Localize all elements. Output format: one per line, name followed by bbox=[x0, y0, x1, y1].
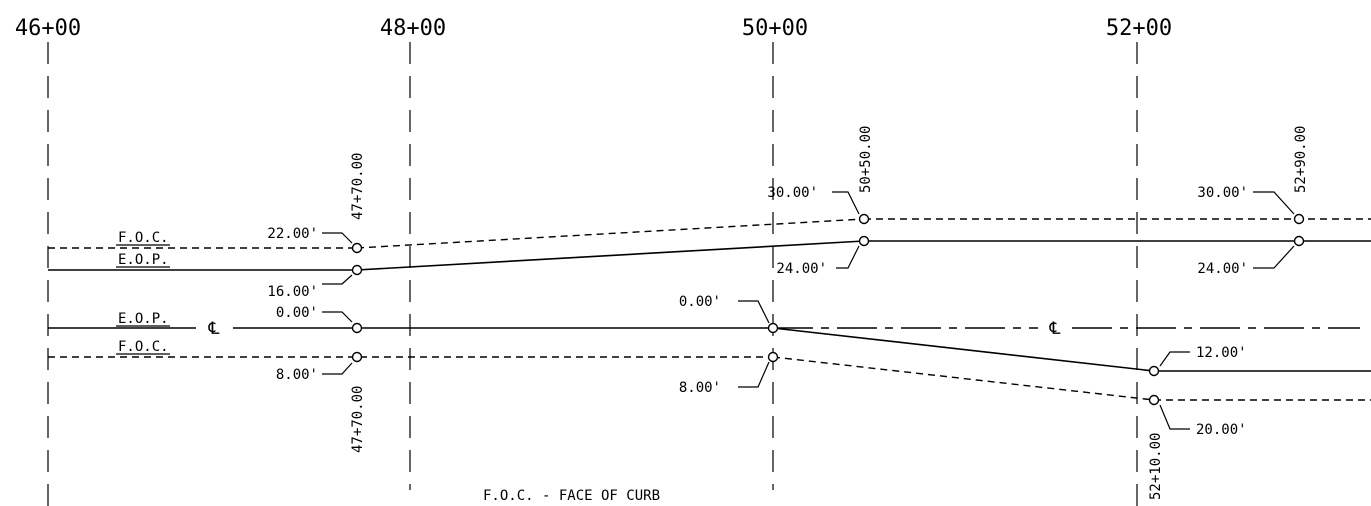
eop-top-label: E.O.P. bbox=[118, 252, 169, 268]
offset-p2-cl: 0.00' bbox=[679, 294, 721, 310]
leader-p4-foc bbox=[1159, 404, 1190, 430]
foc-top-label: F.O.C. bbox=[118, 230, 169, 246]
eop-right-taper bbox=[772, 327, 1155, 372]
leader-p1-foc-bottom bbox=[322, 362, 353, 375]
offset-p1-foc-bottom: 8.00' bbox=[276, 367, 318, 383]
eop-bottom-label: E.O.P. bbox=[118, 311, 169, 327]
point-p2-foc-bottom bbox=[767, 351, 779, 363]
station-label-48: 48+00 bbox=[380, 16, 446, 41]
offset-p1-eop: 16.00' bbox=[267, 284, 318, 300]
station-label-50: 50+00 bbox=[742, 16, 808, 41]
leader-p4-eop bbox=[1159, 351, 1190, 367]
leader-p5-foc bbox=[1253, 191, 1295, 215]
centerline-symbol-right: ℄ bbox=[1049, 319, 1061, 339]
eop-left-taper bbox=[356, 240, 865, 271]
leader-p3-foc bbox=[832, 191, 860, 215]
offset-p5-foc: 30.00' bbox=[1197, 185, 1248, 201]
foc-right-taper bbox=[772, 356, 1155, 401]
point-p1-eop bbox=[351, 264, 363, 276]
station-p1-top: 47+70.00 bbox=[350, 153, 366, 220]
point-p3-eop bbox=[858, 235, 870, 247]
leader-p3-eop bbox=[836, 245, 860, 269]
offset-p1-cl: 0.00' bbox=[276, 305, 318, 321]
station-p3: 50+50.00 bbox=[858, 126, 874, 193]
point-p1-foc-bottom bbox=[351, 351, 363, 363]
leader-p1-cl bbox=[322, 311, 353, 323]
leader-p1-foc bbox=[322, 232, 353, 244]
point-p3-foc bbox=[858, 213, 870, 225]
leader-p1-eop bbox=[322, 274, 353, 285]
point-p1-cl bbox=[351, 322, 363, 334]
legend-note: F.O.C. - FACE OF CURB bbox=[483, 488, 660, 504]
station-label-52: 52+00 bbox=[1106, 16, 1172, 41]
centerline-symbol-left: ℄ bbox=[208, 319, 220, 339]
leader-p2-cl bbox=[738, 300, 770, 324]
leader-p5-eop bbox=[1253, 245, 1295, 269]
foc-left-taper bbox=[356, 218, 865, 249]
station-label-46: 46+00 bbox=[15, 16, 81, 41]
point-p5-foc bbox=[1293, 213, 1305, 225]
offset-p4-foc: 20.00' bbox=[1196, 422, 1247, 438]
offset-p4-eop: 12.00' bbox=[1196, 345, 1247, 361]
offset-p3-eop: 24.00' bbox=[776, 261, 827, 277]
point-p5-eop bbox=[1293, 235, 1305, 247]
offset-p1-foc: 22.00' bbox=[267, 226, 318, 242]
offset-p3-foc: 30.00' bbox=[767, 185, 818, 201]
point-p1-foc bbox=[351, 242, 363, 254]
station-p5: 52+90.00 bbox=[1293, 126, 1309, 193]
offset-p2-foc-bottom: 8.00' bbox=[679, 380, 721, 396]
station-p1-bottom: 47+70.00 bbox=[350, 386, 366, 453]
leader-p2-foc-bottom bbox=[738, 361, 770, 388]
offset-p5-eop: 24.00' bbox=[1197, 261, 1248, 277]
foc-bottom-label: F.O.C. bbox=[118, 339, 169, 355]
station-p4: 52+10.00 bbox=[1148, 433, 1164, 500]
point-p4-eop bbox=[1148, 365, 1160, 377]
point-p2-cl bbox=[767, 322, 779, 334]
point-p4-foc bbox=[1148, 394, 1160, 406]
